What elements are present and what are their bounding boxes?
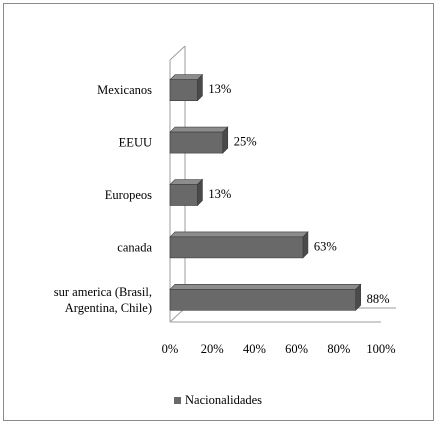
legend-swatch: [174, 397, 181, 404]
bar: [169, 184, 198, 206]
legend: Nacionalidades: [174, 393, 262, 407]
bar-side: [197, 178, 203, 207]
chart-axes: [169, 45, 396, 323]
bar-top: [169, 126, 229, 133]
x-tick-label: 0%: [162, 342, 179, 356]
chart-labels: 0% 20% 40% 60% 80% 100% 13% Mexicanos 25% EEUU 13%…: [54, 82, 396, 356]
x-tick-label: 60%: [285, 342, 308, 356]
data-label: 25%: [234, 135, 257, 149]
category-label: canada: [117, 240, 152, 254]
bar-side: [222, 126, 229, 154]
bar-side: [302, 231, 309, 259]
data-label: 13%: [208, 82, 231, 96]
bar: [169, 236, 304, 259]
category-label: sur america (Brasil,: [54, 285, 152, 299]
category-label: Argentina, Chile): [65, 301, 152, 315]
x-tick-label: 80%: [327, 342, 350, 356]
data-label: 13%: [208, 187, 231, 201]
bar-top: [169, 283, 362, 290]
chart-bars: [169, 73, 362, 312]
bar: [169, 131, 224, 154]
wall-top-edge: [169, 45, 186, 61]
bar-side: [355, 283, 361, 312]
bar-top: [169, 74, 204, 80]
category-label: Mexicanos: [97, 83, 152, 97]
x-tick-label: 100%: [366, 342, 395, 356]
bar-top: [169, 231, 309, 238]
x-tick-label: 20%: [201, 342, 224, 356]
category-label: Europeos: [105, 188, 152, 202]
x-tick-label: 40%: [243, 342, 266, 356]
legend-label: Nacionalidades: [185, 393, 262, 407]
data-label: 63%: [314, 239, 337, 253]
chart-area: 0% 20% 40% 60% 80% 100% 13% Mexicanos 25% EEUU 13%…: [3, 3, 434, 421]
bar-side: [197, 73, 203, 102]
bar-top: [169, 179, 204, 185]
data-label: 88%: [367, 292, 390, 306]
category-label: EEUU: [119, 136, 152, 150]
bar-chart: 0% 20% 40% 60% 80% 100% 13% Mexicanos 25% EEUU 13%…: [54, 45, 396, 407]
bar: [169, 288, 356, 311]
bar: [169, 79, 198, 101]
